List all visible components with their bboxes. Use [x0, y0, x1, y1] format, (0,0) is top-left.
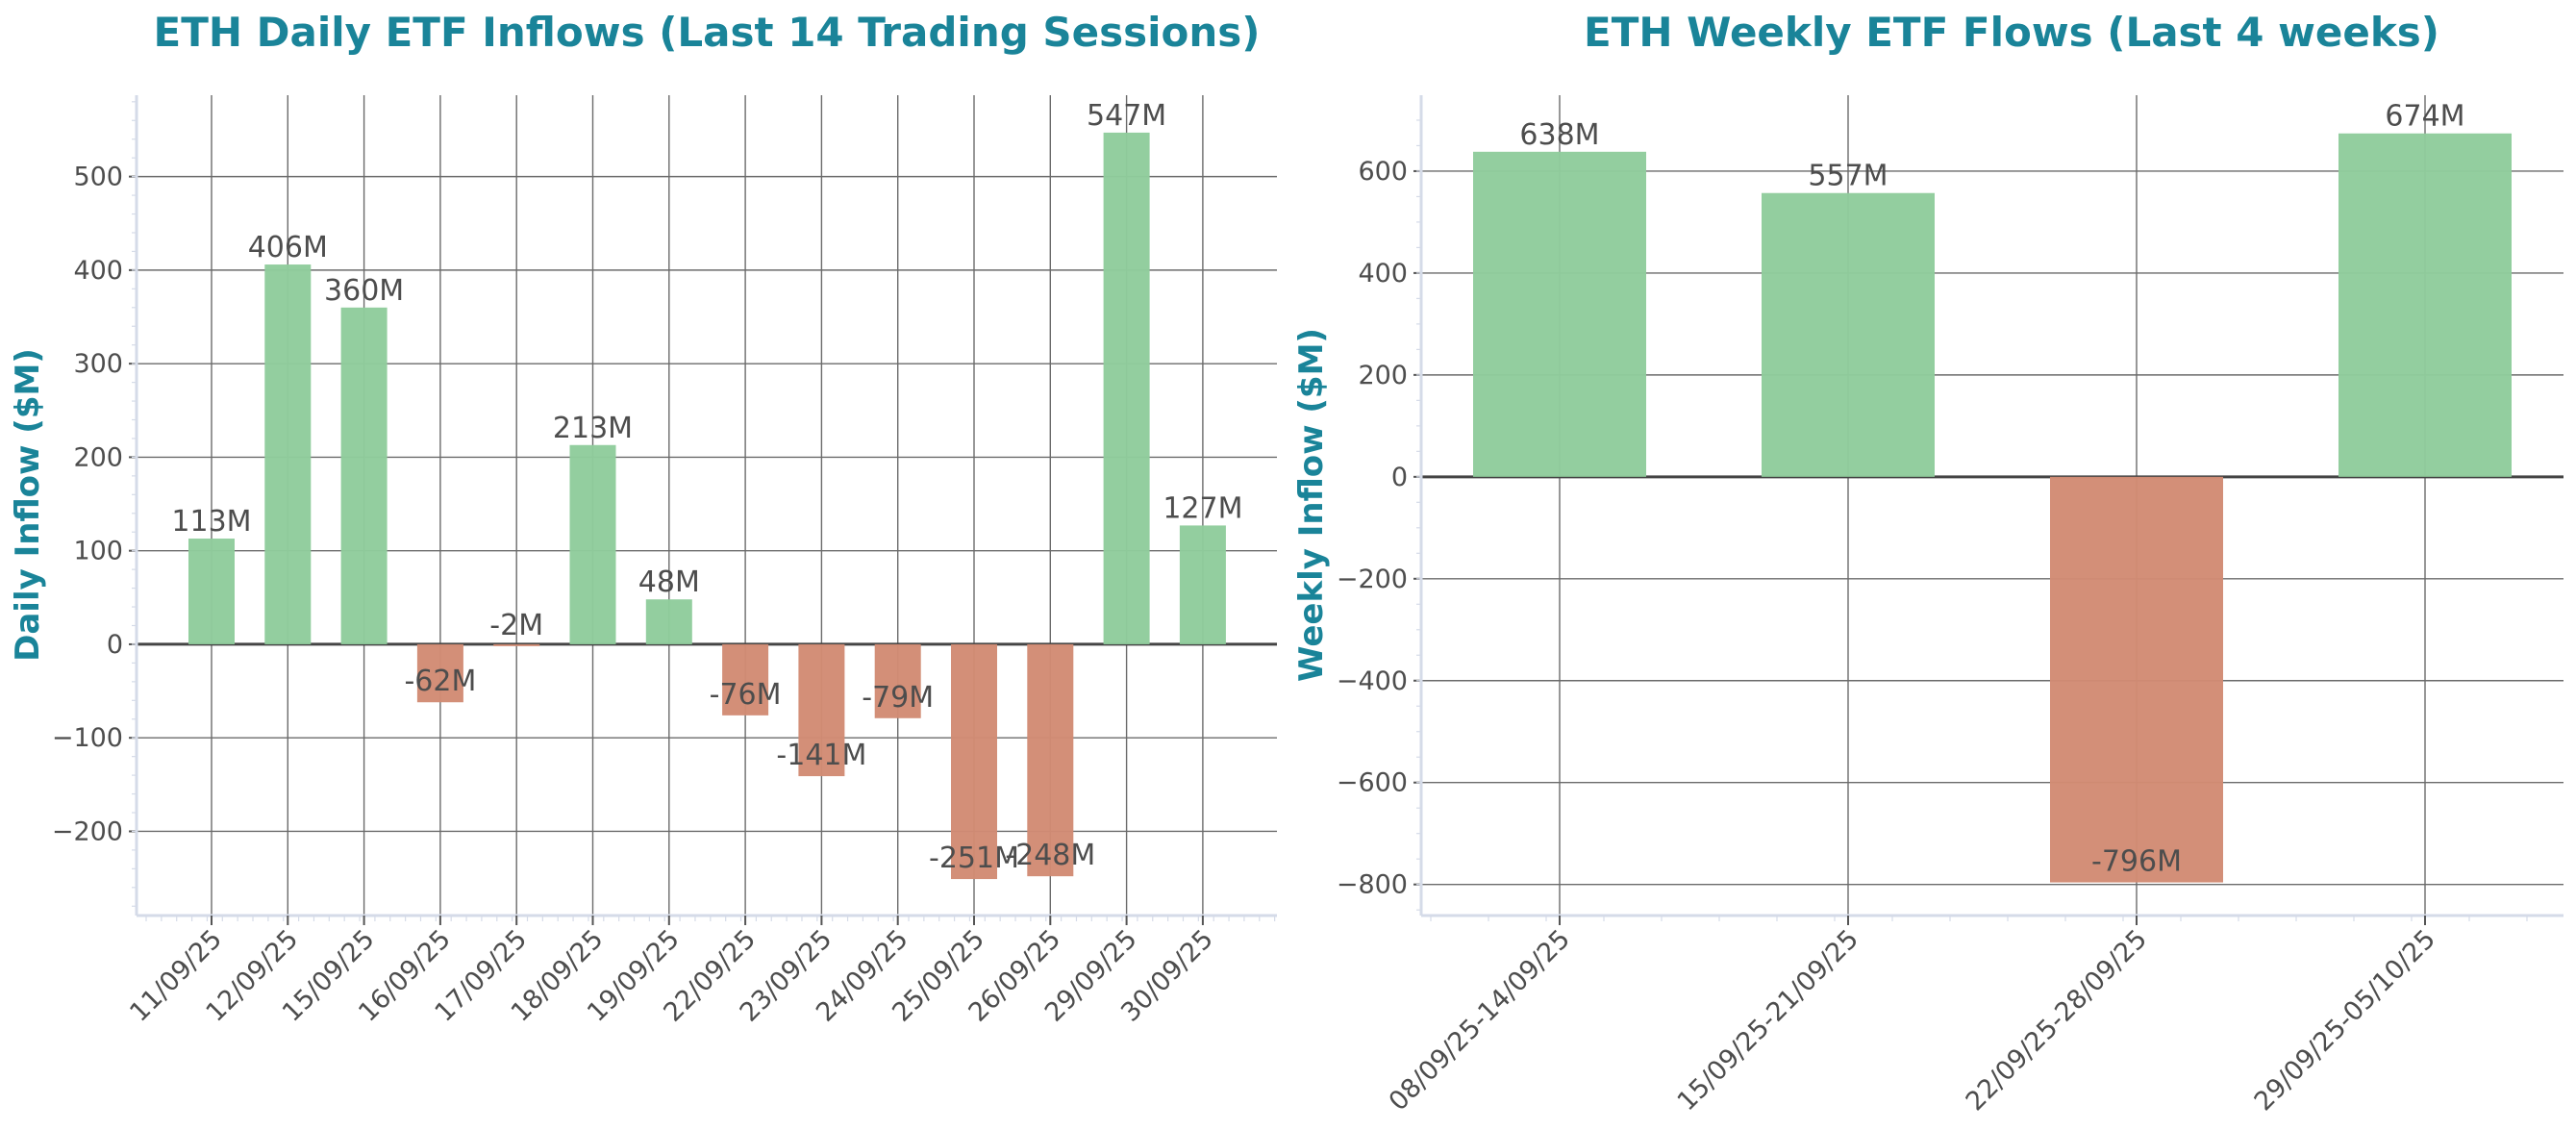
weekly-bar — [1762, 192, 1935, 477]
y-tick-label: 400 — [1358, 259, 1408, 289]
daily-chart-ylabel: Daily Inflow ($M) — [9, 348, 47, 662]
bar-value-label: -248M — [1005, 839, 1095, 872]
bar-value-label: -2M — [489, 609, 543, 642]
bar-value-label: -62M — [404, 665, 476, 698]
bar-value-label: 113M — [171, 505, 251, 539]
y-tick-label: −200 — [1337, 565, 1408, 594]
weekly-bar — [2050, 476, 2223, 883]
daily-bar — [951, 643, 997, 880]
weekly-chart-ylabel: Weekly Inflow ($M) — [1292, 328, 1331, 682]
weekly-bar — [1473, 151, 1646, 477]
bar-value-label: 638M — [1519, 118, 1599, 152]
y-tick-label: 600 — [1358, 157, 1408, 187]
daily-bar — [569, 444, 616, 644]
x-tick-label: 15/09/25-21/09/25 — [1672, 924, 1864, 1117]
daily-bar — [722, 643, 769, 716]
bar-value-label: 547M — [1087, 99, 1166, 133]
daily-inflows-chart: ETH Daily ETF Inflows (Last 14 Trading S… — [9, 9, 1277, 1028]
bar-value-label: 674M — [2385, 100, 2464, 134]
bar-value-label: 557M — [1808, 160, 1888, 193]
daily-bar — [645, 599, 692, 644]
y-tick-label: 400 — [73, 256, 123, 286]
bar-value-label: 406M — [248, 231, 328, 264]
daily-bar — [493, 643, 540, 646]
y-tick-label: −400 — [1337, 666, 1408, 696]
y-tick-label: 200 — [73, 442, 123, 472]
bar-value-label: -76M — [710, 678, 782, 712]
daily-bar — [264, 264, 312, 644]
y-tick-label: 0 — [1391, 463, 1408, 492]
y-tick-label: 0 — [107, 630, 123, 660]
daily-bar — [874, 643, 921, 718]
daily-chart-title: ETH Daily ETF Inflows (Last 14 Trading S… — [154, 9, 1261, 56]
y-tick-label: 100 — [73, 537, 123, 566]
y-tick-label: −800 — [1337, 870, 1408, 900]
daily-bar — [416, 643, 463, 703]
y-tick-label: 500 — [73, 163, 123, 192]
y-tick-label: 200 — [1358, 361, 1408, 390]
y-tick-label: −100 — [52, 723, 123, 753]
daily-bar — [1103, 132, 1150, 644]
y-tick-label: 300 — [73, 349, 123, 379]
bar-value-label: -796M — [2091, 845, 2182, 879]
weekly-flows-chart: ETH Weekly ETF Flows (Last 4 weeks) Week… — [1292, 9, 2563, 1117]
bar-value-label: 213M — [553, 412, 633, 445]
x-tick-label: 29/09/25-05/10/25 — [2249, 924, 2441, 1117]
y-tick-label: −200 — [52, 816, 123, 846]
daily-bar — [188, 539, 235, 644]
bar-value-label: 360M — [324, 274, 404, 308]
weekly-bar — [2338, 133, 2512, 477]
x-tick-label: 08/09/25-14/09/25 — [1384, 924, 1576, 1117]
bar-value-label: 127M — [1163, 491, 1242, 525]
bar-value-label: -79M — [862, 681, 934, 715]
bar-value-label: 48M — [638, 565, 700, 599]
daily-bar — [1027, 643, 1074, 877]
daily-bar — [1179, 525, 1226, 644]
bar-value-label: -251M — [929, 841, 1019, 875]
x-tick-label: 22/09/25-28/09/25 — [1961, 924, 2153, 1117]
daily-bar — [340, 307, 388, 644]
daily-bar — [798, 643, 845, 777]
weekly-chart-title: ETH Weekly ETF Flows (Last 4 weeks) — [1584, 9, 2439, 56]
bar-value-label: -141M — [776, 739, 866, 772]
y-tick-label: −600 — [1337, 768, 1408, 798]
